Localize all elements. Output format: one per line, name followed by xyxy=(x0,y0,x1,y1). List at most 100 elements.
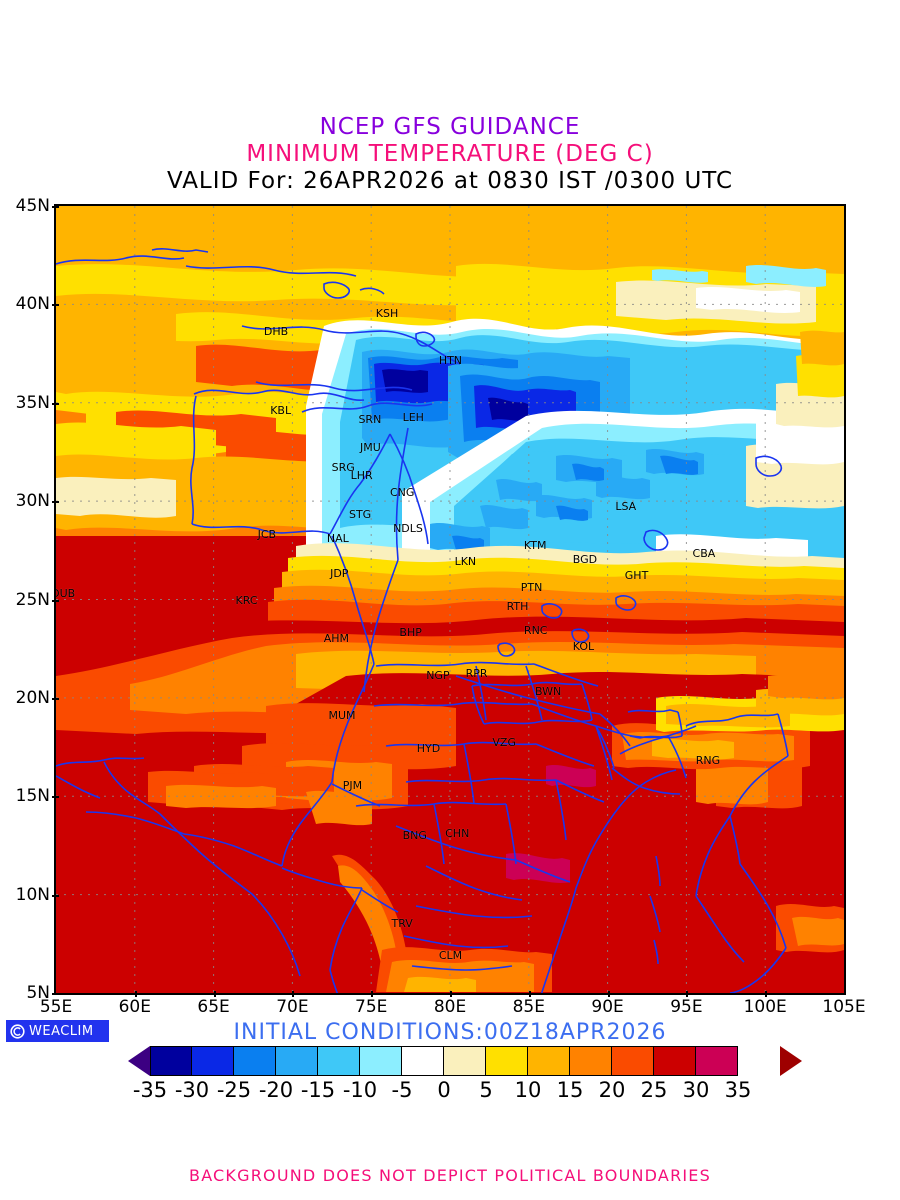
city-label-dub: DUB xyxy=(56,586,76,600)
colorbar-overflow-arrow xyxy=(780,1046,802,1076)
colorbar-tick: 20 xyxy=(598,1078,626,1102)
lat-tick-mark xyxy=(52,697,59,700)
colorbar-band xyxy=(528,1046,570,1076)
lat-tick-mark xyxy=(52,304,59,307)
lon-tick-mark xyxy=(686,991,689,997)
city-label-lsa: LSA xyxy=(615,500,637,514)
city-label-clm: CLM xyxy=(438,948,463,962)
initial-conditions-text: INITIAL CONDITIONS:00Z18APR2026 xyxy=(233,1020,667,1045)
city-label-jcb: JCB xyxy=(257,527,277,541)
city-label-ght: GHT xyxy=(624,568,649,582)
city-label-bhp: BHP xyxy=(399,625,422,639)
colorbar-band xyxy=(570,1046,612,1076)
lon-tick-label: 95E xyxy=(670,997,703,1017)
city-label-leh: LEH xyxy=(402,411,424,425)
map-plot-area[interactable]: DHB KSH HTN KBL SRN LEH JMU SRG LHR CNG STG JCB NAL N… xyxy=(54,204,846,995)
lon-tick-mark xyxy=(371,991,374,997)
colorbar-band xyxy=(612,1046,654,1076)
colorbar-band xyxy=(234,1046,276,1076)
city-label-mum: MUM xyxy=(328,708,356,722)
city-label-srn: SRN xyxy=(358,413,382,427)
lat-tick-label: 25N xyxy=(15,589,50,610)
lat-tick-mark xyxy=(52,993,59,995)
city-label-trv: TRV xyxy=(391,917,413,931)
city-label-lhr: LHR xyxy=(350,468,373,482)
colorbar-tick: 5 xyxy=(479,1078,493,1102)
city-label-stg: STG xyxy=(348,507,372,521)
lon-tick-mark xyxy=(450,991,452,997)
colorbar-band xyxy=(276,1046,318,1076)
circle-c-icon xyxy=(10,1023,25,1039)
lat-tick-label: 45N xyxy=(15,196,50,216)
page-title-parameter: MINIMUM TEMPERATURE (DEG C) xyxy=(246,141,654,167)
lat-tick-label: 40N xyxy=(15,294,50,315)
city-label-jdp: JDP xyxy=(330,566,349,580)
lat-tick-mark xyxy=(52,206,59,208)
weaclim-logo-text: WEACLIM xyxy=(29,1023,94,1039)
city-label-bwn: BWN xyxy=(534,684,562,698)
lat-tick-label: 20N xyxy=(15,687,50,708)
lat-tick-mark xyxy=(52,501,59,504)
lon-tick-mark xyxy=(528,991,531,997)
city-label-bgd: BGD xyxy=(572,553,598,567)
lat-tick-mark xyxy=(52,599,59,602)
lat-tick-mark xyxy=(52,796,59,799)
lon-tick-mark xyxy=(292,991,295,997)
city-label-htn: HTN xyxy=(438,354,463,368)
lon-tick-mark xyxy=(213,991,216,997)
city-label-ptn: PTN xyxy=(520,580,543,594)
colorbar-band xyxy=(696,1046,738,1076)
city-label-rth: RTH xyxy=(506,600,529,614)
city-label-lkn: LKN xyxy=(454,555,477,569)
colorbar-band xyxy=(654,1046,696,1076)
city-label-krc: KRC xyxy=(235,594,258,608)
lon-tick-label: 60E xyxy=(118,997,151,1017)
colorbar-tick: -15 xyxy=(300,1078,336,1102)
city-label-rnc: RNC xyxy=(523,623,548,637)
city-label-chn: CHN xyxy=(445,826,470,840)
colorbar-tick: -25 xyxy=(216,1078,252,1102)
colorbar-tick: 25 xyxy=(640,1078,668,1102)
colorbar-tick: -30 xyxy=(174,1078,210,1102)
city-label-ndls: NDLS xyxy=(393,521,423,535)
city-label-dhb: DHB xyxy=(263,324,289,338)
lat-tick-mark xyxy=(52,894,59,897)
city-label-hyd: HYD xyxy=(416,742,441,756)
colorbar-tick: 0 xyxy=(437,1078,451,1102)
colorbar-band xyxy=(192,1046,234,1076)
lon-tick-label: 100E xyxy=(743,997,787,1017)
lat-tick-label: 10N xyxy=(15,884,50,905)
lon-tick-label: 80E xyxy=(433,997,467,1017)
city-label-cba: CBA xyxy=(692,547,716,561)
lon-tick-label: 90E xyxy=(591,997,624,1017)
colorbar-tick: -35 xyxy=(132,1078,168,1102)
lon-tick-label: 105E xyxy=(822,997,866,1017)
lon-tick-mark xyxy=(134,991,137,997)
colorbar-band xyxy=(486,1046,528,1076)
colorbar-band xyxy=(444,1046,486,1076)
colorbar-tick: -5 xyxy=(391,1078,413,1102)
lon-tick-label: 55E xyxy=(39,997,73,1017)
disclaimer-text: BACKGROUND DOES NOT DEPICT POLITICAL BOU… xyxy=(189,1166,711,1185)
colorbar-tick: 10 xyxy=(514,1078,542,1102)
lat-tick-mark xyxy=(52,402,59,405)
city-label-kbl: KBL xyxy=(270,403,292,417)
city-label-ksh: KSH xyxy=(375,307,399,321)
colorbar-tick: -10 xyxy=(342,1078,378,1102)
lat-tick-label: 30N xyxy=(15,491,50,512)
temperature-contour-map xyxy=(56,206,844,993)
colorbar-tick: 35 xyxy=(724,1078,752,1102)
lon-tick-label: 75E xyxy=(355,997,388,1017)
lat-tick-label: 35N xyxy=(15,392,50,413)
colorbar-band xyxy=(360,1046,402,1076)
longitude-axis: 55E 60E 65E 70E 75E 80E 85E 90E 95E 100E 105E xyxy=(40,991,866,1023)
city-label-srg: SRG xyxy=(331,460,355,474)
colorbar-bands xyxy=(150,1046,738,1076)
colorbar-legend[interactable]: -35 -30 -25 -20 -15 -10 -5 0 5 10 15 20 25 30 35 xyxy=(0,1046,900,1116)
city-label-kol: KOL xyxy=(572,639,595,653)
weaclim-logo[interactable]: WEACLIM xyxy=(6,1020,109,1042)
city-label-ngp: NGP xyxy=(426,669,450,683)
lon-tick-mark xyxy=(607,991,610,997)
city-label-rpr: RPR xyxy=(465,667,488,681)
